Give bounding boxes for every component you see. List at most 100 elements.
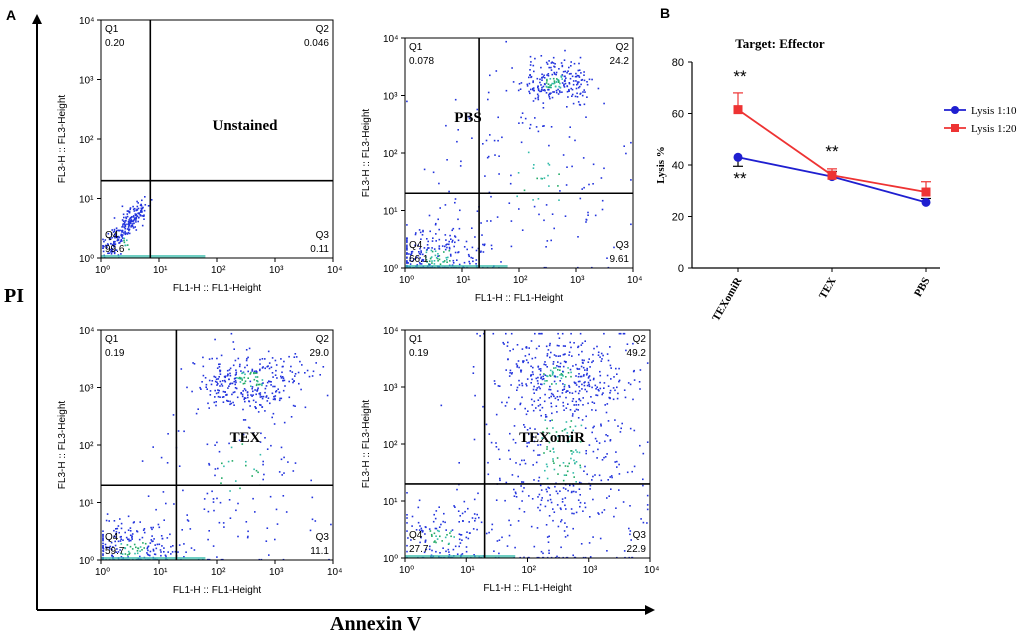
event-dot	[535, 377, 538, 380]
event-dot	[573, 62, 576, 65]
event-dot	[213, 401, 216, 404]
event-dot	[600, 177, 603, 179]
event-dot	[438, 228, 440, 231]
event-dot	[237, 357, 240, 360]
event-dot	[275, 390, 278, 392]
event-dot	[259, 441, 262, 443]
event-dot	[452, 262, 455, 264]
event-dot	[559, 365, 561, 368]
event-dot	[280, 446, 283, 449]
event-dot	[563, 530, 566, 532]
event-dot	[120, 543, 123, 545]
event-dot	[540, 90, 543, 93]
event-dot	[560, 377, 563, 380]
event-dot	[487, 461, 489, 464]
event-dot	[482, 405, 484, 408]
event-dot	[582, 404, 584, 406]
event-dot	[262, 382, 264, 384]
event-dot	[461, 553, 464, 555]
event-dot	[108, 546, 111, 549]
event-dot	[436, 538, 439, 540]
x-tick-label: 10¹	[153, 265, 168, 276]
event-dot	[571, 400, 574, 402]
event-dot	[509, 524, 512, 526]
event-dot	[423, 551, 426, 554]
event-dot	[406, 522, 408, 524]
event-dot	[293, 356, 296, 358]
event-dot	[547, 86, 550, 89]
event-dot	[557, 355, 560, 357]
event-dot	[589, 488, 591, 490]
event-dot	[623, 389, 626, 391]
event-dot	[241, 393, 244, 396]
event-dot	[409, 257, 412, 259]
event-dot	[551, 419, 553, 421]
event-dot	[274, 359, 277, 362]
event-dot	[493, 550, 495, 552]
event-dot	[125, 216, 127, 219]
event-dot	[446, 534, 448, 536]
event-dot	[242, 372, 244, 374]
event-dot	[113, 241, 115, 244]
event-dot	[454, 545, 457, 548]
event-dot	[183, 543, 185, 545]
event-dot	[537, 88, 540, 90]
event-dot	[558, 345, 560, 347]
event-dot	[250, 371, 252, 374]
event-dot	[283, 472, 285, 474]
baseline-strip	[405, 265, 508, 268]
event-dot	[583, 359, 585, 362]
event-dot	[642, 521, 645, 524]
event-dot	[445, 529, 447, 531]
event-dot	[584, 427, 587, 429]
event-dot	[259, 394, 262, 396]
event-dot	[575, 363, 577, 366]
event-dot	[487, 98, 489, 101]
event-dot	[113, 535, 115, 538]
event-dot	[576, 96, 579, 98]
event-dot	[529, 69, 531, 71]
event-dot	[108, 252, 110, 254]
event-dot	[128, 221, 131, 223]
event-dot	[456, 140, 458, 143]
quadrant-value: 49.2	[627, 348, 647, 359]
event-dot	[537, 480, 540, 482]
event-dot	[550, 239, 552, 242]
event-dot	[183, 556, 185, 558]
event-dot	[574, 382, 576, 385]
event-dot	[424, 533, 426, 535]
event-dot	[458, 263, 461, 266]
event-dot	[308, 375, 311, 378]
event-dot	[621, 422, 623, 425]
event-dot	[457, 510, 460, 512]
event-dot	[156, 543, 159, 546]
event-dot	[417, 244, 419, 247]
event-dot	[547, 486, 549, 489]
event-dot	[541, 86, 543, 89]
event-dot	[557, 473, 559, 475]
event-dot	[616, 466, 618, 468]
event-dot	[555, 355, 557, 357]
event-dot	[122, 213, 125, 216]
event-dot	[247, 377, 249, 379]
event-dot	[566, 526, 568, 528]
event-dot	[127, 226, 130, 228]
event-dot	[440, 404, 443, 407]
event-dot	[518, 122, 520, 124]
event-dot	[518, 379, 520, 382]
event-dot	[607, 385, 610, 387]
event-dot	[585, 116, 587, 118]
event-dot	[471, 227, 473, 229]
event-dot	[556, 555, 558, 558]
event-dot	[531, 357, 534, 360]
event-dot	[541, 383, 543, 386]
event-dot	[129, 530, 132, 532]
quadrant-name: Q1	[409, 42, 423, 53]
event-dot	[603, 509, 606, 511]
event-dot	[420, 536, 422, 539]
event-dot	[418, 252, 421, 255]
event-dot	[436, 257, 439, 260]
event-dot	[143, 214, 145, 216]
event-dot	[545, 85, 548, 88]
